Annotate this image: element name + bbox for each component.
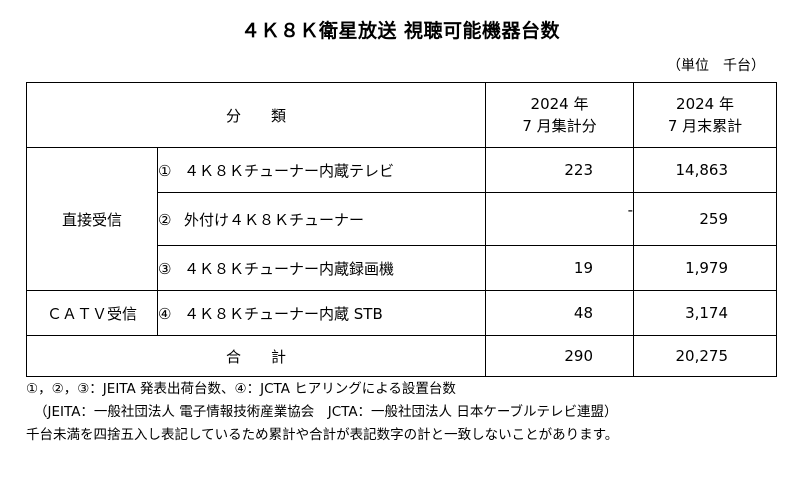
row-label: ② 外付け４Ｋ８Ｋチューナー — [156, 192, 487, 246]
footnote-organizations: （JEITA：一般社団法人 電子情報技術産業協会 JCTA：一般社団法人 日本ケ… — [34, 404, 618, 420]
row-label-text: ４Ｋ８Ｋチューナー内蔵テレビ — [184, 161, 395, 180]
table-row: 直接受信 ① ４Ｋ８Ｋチューナー内蔵テレビ 223 14,863 — [26, 147, 778, 291]
page-title: ４Ｋ８Ｋ衛星放送 視聴可能機器台数 — [240, 20, 561, 42]
row-index: ① — [158, 161, 172, 180]
table-header-row: 分 類 2024 年 7 月集計分 2024 年 7 月末累計 — [25, 82, 778, 148]
table-row: ＣＡＴＶ受信 ④ ４Ｋ８Ｋチューナー内蔵 STB 48 3,174 — [26, 290, 778, 336]
row-label: ③ ４Ｋ８Ｋチューナー内蔵録画機 — [156, 245, 487, 291]
header-cumulative: 2024 年 7 月末累計 — [633, 82, 778, 148]
group-direct-reception: 直接受信 — [26, 147, 158, 291]
device-count-table: 分 類 2024 年 7 月集計分 2024 年 7 月末累計 直接受信 ① ４Ｋ… — [25, 82, 778, 377]
header-month-line2: 7 月集計分 — [522, 117, 597, 135]
table-row: ② 外付け４Ｋ８Ｋチューナー - 259 — [27, 192, 778, 246]
header-cumulative-line1: 2024 年 — [676, 95, 734, 113]
footnote-rounding: 千台未満を四捨五入し表記しているため累計や合計が表記数字の計と一致しないことがあ… — [26, 427, 619, 443]
unit-label: （単位 千台） — [667, 58, 765, 74]
total-month-value: 290 — [485, 335, 635, 377]
table-total-row: 合 計 290 20,275 — [25, 335, 778, 377]
header-cumulative-line2: 7 月末累計 — [667, 117, 743, 135]
row-month-value: 48 — [485, 290, 635, 336]
row-index: ④ — [158, 304, 172, 323]
row-label-text: ４Ｋ８Ｋチューナー内蔵録画機 — [184, 259, 395, 278]
row-cumulative-value: 259 — [633, 192, 778, 246]
table-row: ③ ４Ｋ８Ｋチューナー内蔵録画機 19 1,979 — [27, 245, 778, 291]
row-label: ④ ４Ｋ８Ｋチューナー内蔵 STB — [156, 290, 487, 336]
header-month-line1: 2024 年 — [530, 95, 589, 113]
row-month-value: 223 — [485, 147, 635, 193]
header-month: 2024 年 7 月集計分 — [485, 82, 635, 148]
row-label: ① ４Ｋ８Ｋチューナー内蔵テレビ — [156, 147, 487, 193]
row-label-text: 外付け４Ｋ８Ｋチューナー — [184, 210, 365, 229]
row-label-text: ４Ｋ８Ｋチューナー内蔵 STB — [184, 304, 383, 323]
row-cumulative-value: 1,979 — [633, 245, 778, 291]
row-index: ② — [158, 210, 172, 229]
footnotes: ①，②，③：JEITA 発表出荷台数、④：JCTA ヒアリングによる設置台数 （… — [26, 378, 618, 447]
row-month-value: - — [485, 192, 635, 246]
row-cumulative-value: 3,174 — [633, 290, 778, 336]
total-cumulative-value: 20,275 — [633, 335, 778, 377]
row-index: ③ — [158, 259, 172, 278]
header-category: 分 類 — [25, 82, 487, 148]
row-cumulative-value: 14,863 — [633, 147, 778, 193]
total-label: 合 計 — [25, 335, 487, 377]
group-catv-reception: ＣＡＴＶ受信 — [26, 290, 158, 336]
row-month-value: 19 — [485, 245, 635, 291]
footnote-source: ①，②，③：JEITA 発表出荷台数、④：JCTA ヒアリングによる設置台数 — [26, 381, 456, 397]
